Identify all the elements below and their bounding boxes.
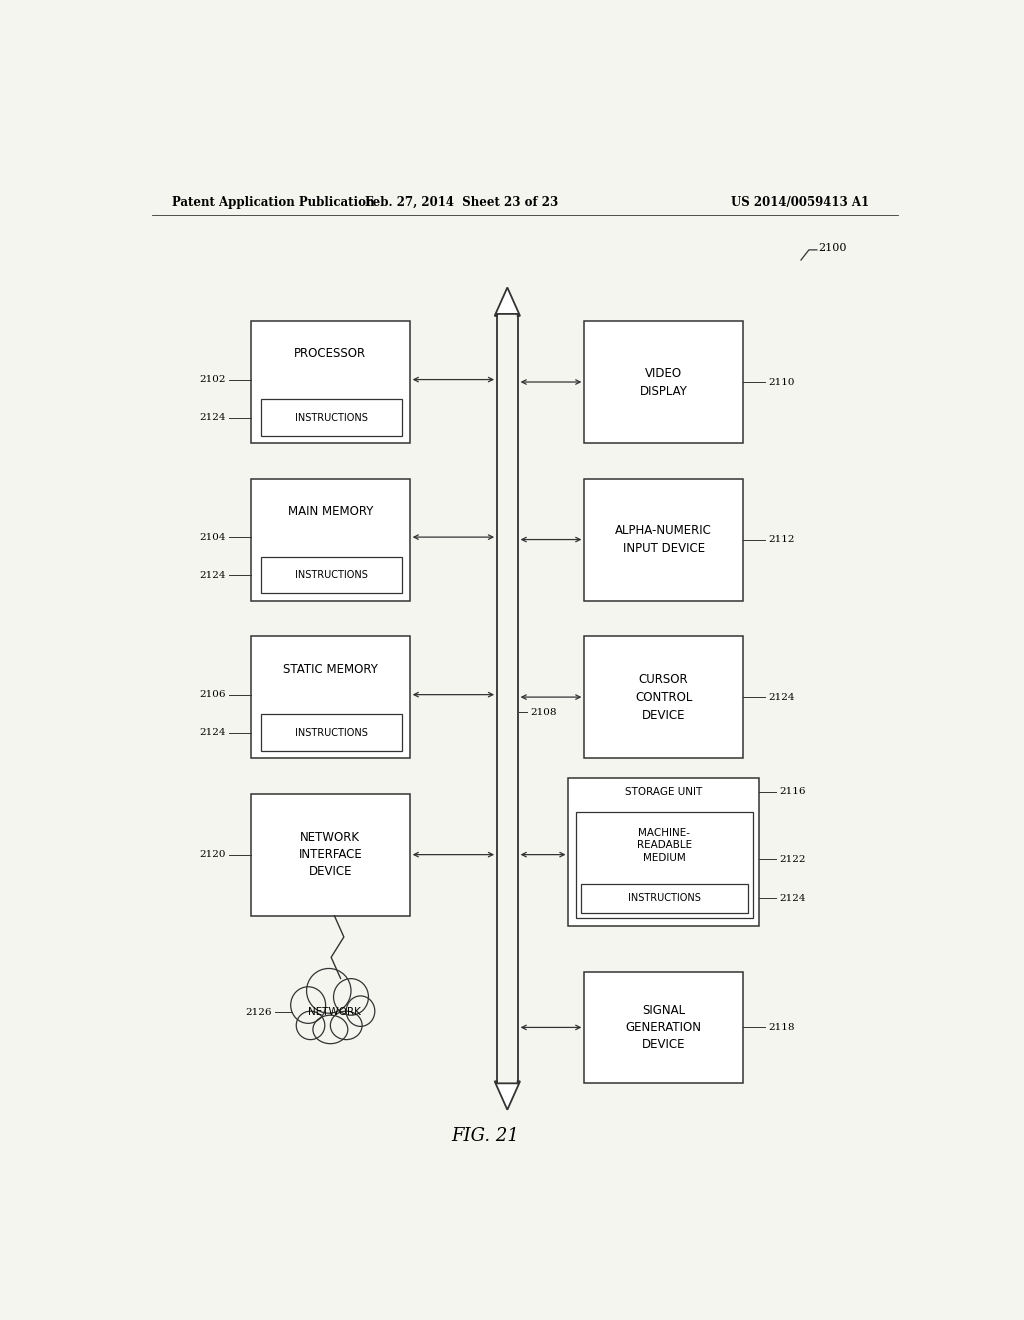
Bar xyxy=(251,479,410,601)
Ellipse shape xyxy=(331,1011,362,1040)
Text: 2122: 2122 xyxy=(779,855,806,863)
Bar xyxy=(260,399,401,436)
Text: 2104: 2104 xyxy=(199,532,225,541)
Ellipse shape xyxy=(291,987,326,1023)
Bar xyxy=(497,314,518,1084)
Text: NETWORK
INTERFACE
DEVICE: NETWORK INTERFACE DEVICE xyxy=(298,832,362,878)
Text: INSTRUCTIONS: INSTRUCTIONS xyxy=(295,727,368,738)
Text: CURSOR
CONTROL
DEVICE: CURSOR CONTROL DEVICE xyxy=(635,673,692,722)
Bar xyxy=(260,714,401,751)
Text: INSTRUCTIONS: INSTRUCTIONS xyxy=(628,894,700,903)
Text: 2106: 2106 xyxy=(199,690,225,700)
Text: 2124: 2124 xyxy=(199,570,225,579)
Bar xyxy=(251,793,410,916)
Text: Feb. 27, 2014  Sheet 23 of 23: Feb. 27, 2014 Sheet 23 of 23 xyxy=(365,195,558,209)
Text: FIG. 21: FIG. 21 xyxy=(452,1127,519,1146)
Text: 2108: 2108 xyxy=(530,708,557,717)
Bar xyxy=(585,636,743,758)
FancyArrow shape xyxy=(495,1081,520,1110)
Text: 2124: 2124 xyxy=(199,729,225,737)
Ellipse shape xyxy=(334,978,369,1015)
Text: 2102: 2102 xyxy=(199,375,225,384)
Bar xyxy=(577,812,753,917)
Bar xyxy=(568,779,759,925)
Text: 2112: 2112 xyxy=(768,535,795,544)
Text: MAIN MEMORY: MAIN MEMORY xyxy=(288,506,373,517)
Text: STATIC MEMORY: STATIC MEMORY xyxy=(283,663,378,676)
Text: 2126: 2126 xyxy=(245,1007,271,1016)
Ellipse shape xyxy=(296,1011,325,1040)
Text: 2124: 2124 xyxy=(199,413,225,422)
Text: 2118: 2118 xyxy=(768,1023,795,1032)
Bar xyxy=(585,972,743,1084)
Text: VIDEO
DISPLAY: VIDEO DISPLAY xyxy=(640,367,688,397)
Text: STORAGE UNIT: STORAGE UNIT xyxy=(625,787,702,796)
Text: Patent Application Publication: Patent Application Publication xyxy=(172,195,374,209)
Text: INSTRUCTIONS: INSTRUCTIONS xyxy=(295,570,368,579)
Bar xyxy=(585,479,743,601)
Ellipse shape xyxy=(346,995,375,1027)
Ellipse shape xyxy=(306,969,351,1014)
FancyArrow shape xyxy=(495,288,520,315)
Text: MACHINE-
READABLE
MEDIUM: MACHINE- READABLE MEDIUM xyxy=(637,828,692,863)
Text: INSTRUCTIONS: INSTRUCTIONS xyxy=(295,413,368,422)
Text: 2100: 2100 xyxy=(818,243,847,253)
Bar xyxy=(585,321,743,444)
Ellipse shape xyxy=(313,1015,348,1044)
Text: SIGNAL
GENERATION
DEVICE: SIGNAL GENERATION DEVICE xyxy=(626,1005,701,1051)
Text: 2124: 2124 xyxy=(768,693,795,702)
Bar xyxy=(251,321,410,444)
Text: 2120: 2120 xyxy=(199,850,225,859)
Text: US 2014/0059413 A1: US 2014/0059413 A1 xyxy=(731,195,869,209)
Text: 2124: 2124 xyxy=(779,894,806,903)
Text: 2110: 2110 xyxy=(768,378,795,387)
Text: ALPHA-NUMERIC
INPUT DEVICE: ALPHA-NUMERIC INPUT DEVICE xyxy=(615,524,712,554)
Text: 2116: 2116 xyxy=(779,787,806,796)
Bar xyxy=(582,884,748,912)
Text: PROCESSOR: PROCESSOR xyxy=(294,347,367,360)
Bar xyxy=(260,557,401,594)
Bar xyxy=(251,636,410,758)
Text: NETWORK: NETWORK xyxy=(308,1007,360,1018)
